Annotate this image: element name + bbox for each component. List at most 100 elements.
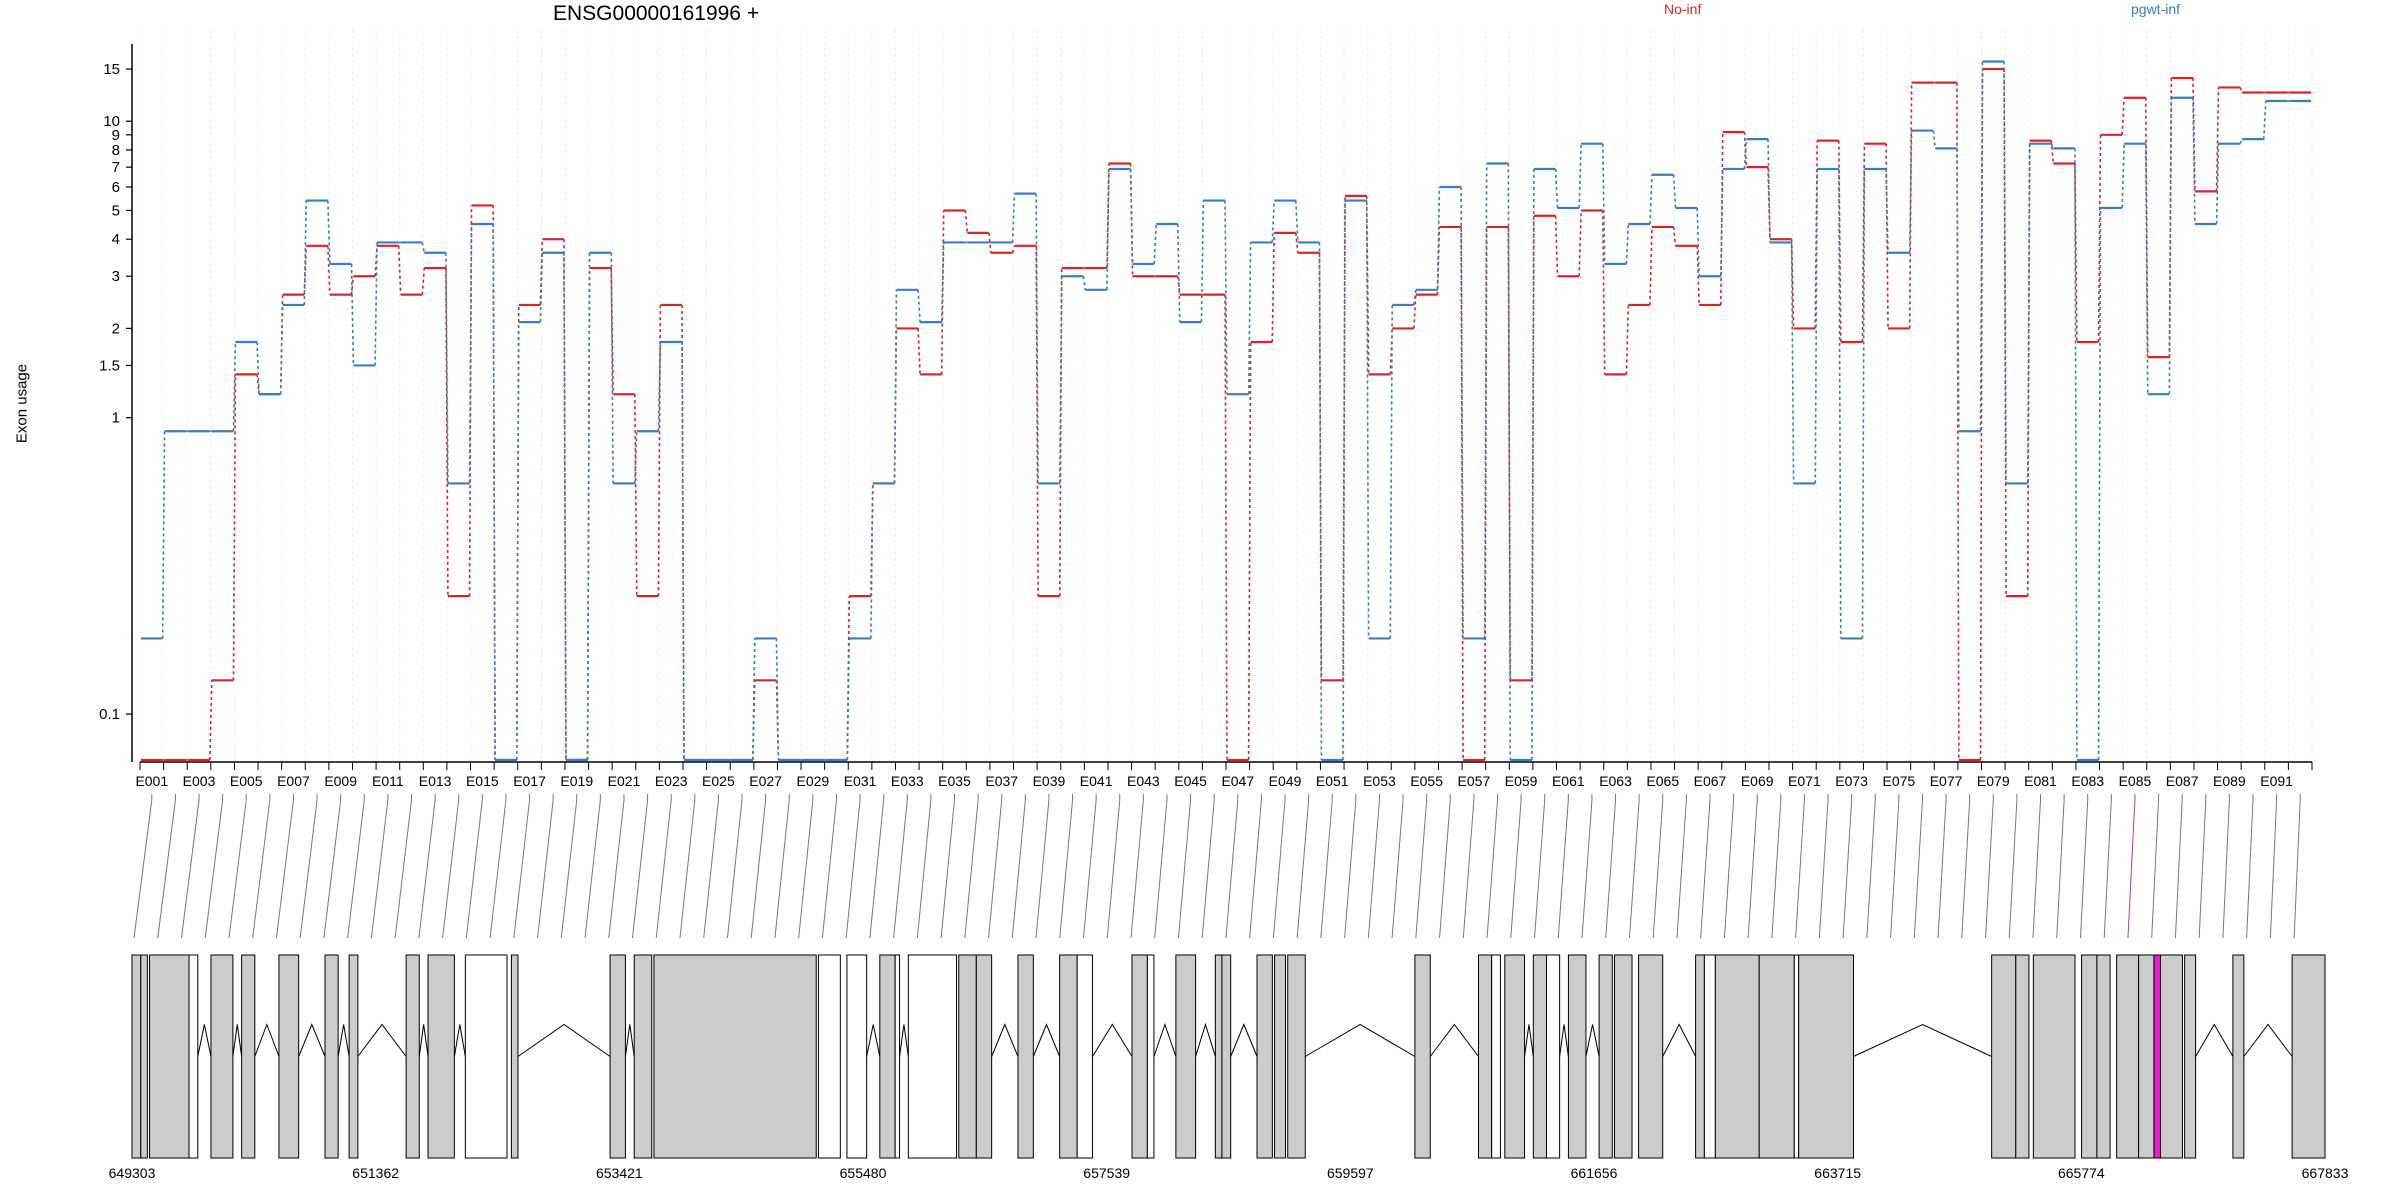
data-connector bbox=[942, 210, 944, 374]
connector-line bbox=[2223, 800, 2229, 938]
exon-block bbox=[1533, 955, 1546, 1158]
exon-block bbox=[2016, 955, 2029, 1158]
x-tick-label: E071 bbox=[1788, 773, 1821, 789]
y-tick-label: 3 bbox=[112, 268, 120, 285]
connector-line bbox=[1511, 800, 1521, 938]
connector-line bbox=[158, 800, 176, 938]
connector-line bbox=[1606, 800, 1616, 938]
exon-block bbox=[511, 955, 518, 1158]
series-lines bbox=[141, 62, 2311, 760]
intron-line bbox=[1560, 1025, 1569, 1057]
connector-line bbox=[514, 800, 530, 938]
x-tick-label: E029 bbox=[796, 773, 829, 789]
intron-line bbox=[454, 1025, 465, 1057]
intron-line bbox=[1854, 1025, 1992, 1057]
connector-line bbox=[2104, 800, 2111, 938]
connector-line bbox=[1131, 800, 1143, 938]
exon-block bbox=[428, 955, 454, 1158]
connector-line bbox=[1796, 800, 1805, 938]
gene-model: 649303 651362 653421 655480 657539 659597 6616… bbox=[109, 955, 2349, 1181]
data-connector bbox=[2028, 144, 2030, 484]
exon-block bbox=[895, 955, 899, 1158]
x-tick-label: E041 bbox=[1080, 773, 1113, 789]
coordinate-label: 663715 bbox=[1814, 1165, 1861, 1181]
data-connector bbox=[257, 342, 259, 394]
connector-line bbox=[1392, 800, 1403, 938]
connector-line bbox=[1582, 800, 1592, 938]
connector-line bbox=[2080, 800, 2087, 938]
exon-block bbox=[1614, 955, 1632, 1158]
intron-line bbox=[1663, 1025, 1696, 1057]
exon-block bbox=[2117, 955, 2139, 1158]
intron-line bbox=[992, 1025, 1018, 1057]
data-connector bbox=[2099, 208, 2101, 760]
y-tick-label: 0.1 bbox=[99, 706, 120, 723]
coordinate-label: 655480 bbox=[840, 1165, 887, 1181]
connector-line bbox=[1748, 800, 1757, 938]
x-tick-label: E007 bbox=[277, 773, 310, 789]
y-tick-label: 8 bbox=[112, 142, 120, 159]
x-tick-label: E039 bbox=[1033, 773, 1066, 789]
data-connector bbox=[540, 253, 542, 322]
x-tick-label: E073 bbox=[1835, 773, 1868, 789]
x-tick-label: E017 bbox=[513, 773, 546, 789]
x-tick-label: E059 bbox=[1505, 773, 1538, 789]
x-tick-label: E063 bbox=[1599, 773, 1632, 789]
data-connector bbox=[1060, 268, 1062, 596]
exon-block bbox=[2139, 955, 2154, 1158]
intron-line bbox=[1525, 1025, 1534, 1057]
connector-line bbox=[1962, 800, 1970, 938]
exon-block bbox=[406, 955, 419, 1158]
x-tick-label: E051 bbox=[1316, 773, 1349, 789]
connector-line bbox=[989, 800, 1002, 938]
exon-block bbox=[2161, 955, 2183, 1158]
connector-line bbox=[1843, 800, 1852, 938]
intron-line bbox=[233, 1025, 242, 1057]
connector-line bbox=[704, 800, 719, 938]
x-tick-label: E033 bbox=[891, 773, 924, 789]
coordinate-label: 665774 bbox=[2058, 1165, 2105, 1181]
connector-line bbox=[229, 800, 246, 938]
data-connector bbox=[1674, 175, 1676, 208]
exon-block bbox=[2097, 955, 2110, 1158]
exon-block bbox=[1215, 955, 1222, 1158]
intron-line bbox=[1231, 1025, 1257, 1057]
coordinate-label: 657539 bbox=[1083, 1165, 1130, 1181]
connector-line bbox=[1653, 800, 1663, 938]
exon-block bbox=[1599, 955, 1612, 1158]
exon-block bbox=[132, 955, 141, 1158]
x-tick-label: E015 bbox=[466, 773, 499, 789]
intron-line bbox=[1154, 1025, 1176, 1057]
connector-line bbox=[2152, 800, 2159, 938]
exon-block bbox=[1505, 955, 1525, 1158]
connector-line bbox=[181, 800, 199, 938]
connector-line bbox=[846, 800, 860, 938]
exon-block bbox=[847, 955, 867, 1158]
connector-line bbox=[2247, 800, 2253, 938]
data-connector bbox=[328, 246, 330, 295]
exon-block bbox=[610, 955, 625, 1158]
exon-block bbox=[349, 955, 358, 1158]
connector-line bbox=[443, 800, 459, 938]
connector-line bbox=[1178, 800, 1190, 938]
x-tick-label: E061 bbox=[1552, 773, 1585, 789]
connector-line bbox=[965, 800, 978, 938]
data-connector bbox=[1768, 139, 1770, 242]
data-connector bbox=[1910, 131, 1912, 253]
intron-line bbox=[2244, 1025, 2292, 1057]
data-connector bbox=[1910, 83, 1912, 329]
x-tick-label: E091 bbox=[2260, 773, 2293, 789]
exon-block bbox=[1799, 955, 1854, 1158]
coordinate-label: 651362 bbox=[352, 1165, 399, 1181]
connector-line bbox=[1012, 800, 1025, 938]
x-tick-label: E003 bbox=[183, 773, 216, 789]
data-connector bbox=[753, 638, 755, 760]
connector-line bbox=[2175, 800, 2182, 938]
y-tick-label: 1 bbox=[112, 410, 120, 427]
exon-block bbox=[2033, 955, 2075, 1158]
connector-line bbox=[1368, 800, 1379, 938]
exon-block bbox=[880, 955, 895, 1158]
y-tick-label: 2 bbox=[112, 320, 120, 337]
intron-line bbox=[1196, 1025, 1216, 1057]
connector-line bbox=[1202, 800, 1214, 938]
